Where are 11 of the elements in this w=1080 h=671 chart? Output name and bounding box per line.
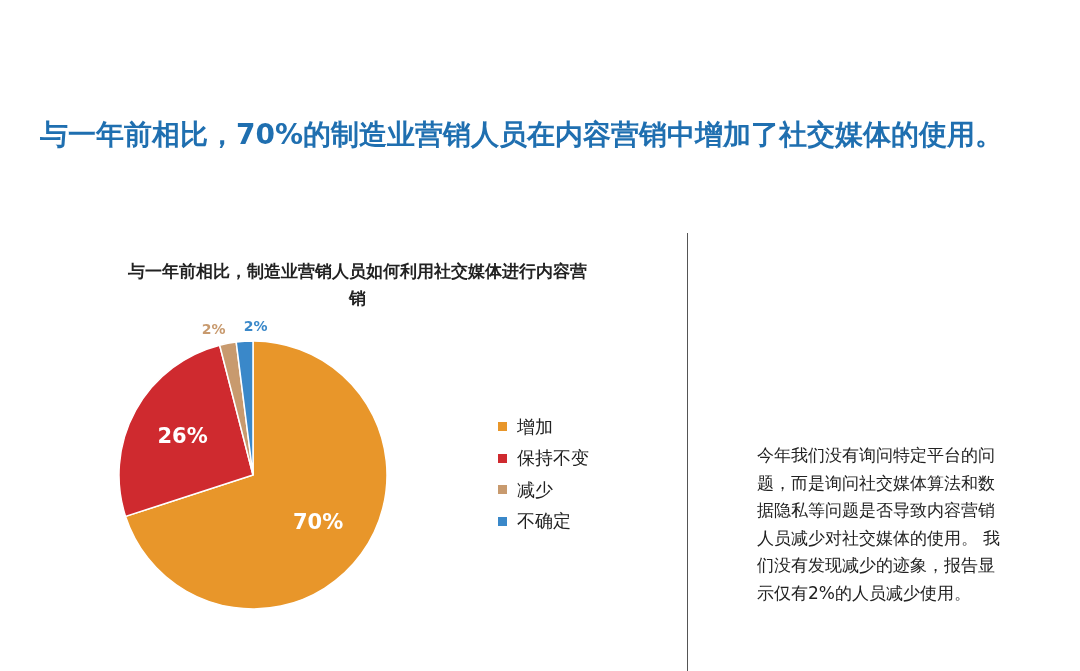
legend-label: 减少 xyxy=(517,477,553,502)
chart-subtitle: 与一年前相比，制造业营销人员如何利用社交媒体进行内容营销 xyxy=(126,260,588,310)
legend-label: 保持不变 xyxy=(517,446,589,471)
legend-label: 不确定 xyxy=(517,509,571,534)
legend-label: 增加 xyxy=(517,414,553,439)
data-label: 70% xyxy=(292,510,344,535)
data-label: 2% xyxy=(201,320,226,337)
data-label: 2% xyxy=(243,318,268,335)
text: 今年我们没有询问特定平台的问题，而是询问社交媒体算法和数据隐私等问题是否导致内容营销人员减少对社交媒体的使用。 我们没有发现减少的迹象，报告显示仅有2%的人员减少使用。 xyxy=(757,444,1002,605)
data-label: 26% xyxy=(157,424,208,449)
chart-title: 与一年前相比，70%的制造业营销人员在内容营销中增加了社交媒体的使用。 xyxy=(40,117,1005,153)
